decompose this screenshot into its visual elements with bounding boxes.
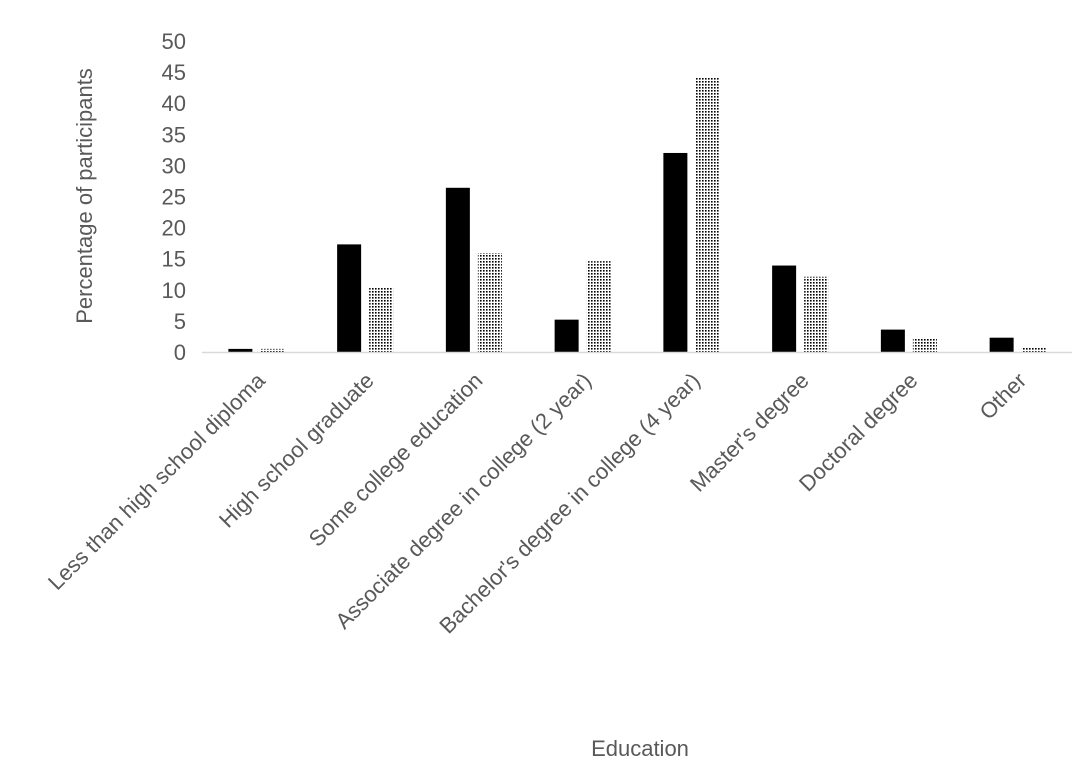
solid-bar — [880, 329, 905, 352]
category-label: Less than high school diploma — [43, 367, 270, 594]
y-axis-tick-labels: 0 5 10 15 20 25 30 35 40 45 50 — [162, 29, 186, 365]
dotted-bar — [369, 287, 394, 352]
solid-bar — [554, 319, 579, 352]
solid-bar — [337, 244, 362, 352]
y-tick-label: 50 — [162, 29, 186, 54]
bars — [228, 77, 1046, 353]
dotted-bar — [477, 253, 502, 352]
x-axis-title: Education — [591, 736, 689, 761]
y-tick-label: 0 — [174, 340, 186, 365]
dotted-bar — [695, 77, 720, 353]
y-tick-label: 25 — [162, 185, 186, 210]
y-tick-label: 35 — [162, 122, 186, 147]
y-tick-label: 10 — [162, 278, 186, 303]
dotted-bar — [912, 338, 937, 352]
category-label: Doctoral degree — [794, 368, 922, 496]
solid-bar — [772, 265, 797, 352]
y-tick-label: 15 — [162, 247, 186, 272]
category-label: Some college education — [304, 368, 488, 552]
solid-bar — [663, 152, 688, 352]
y-tick-label: 45 — [162, 60, 186, 85]
y-tick-label: 20 — [162, 216, 186, 241]
dotted-bar — [586, 261, 611, 352]
solid-bar — [228, 348, 253, 352]
y-tick-label: 40 — [162, 91, 186, 116]
dotted-bar — [1021, 347, 1046, 352]
dotted-bar — [804, 276, 829, 352]
solid-bar — [989, 337, 1014, 352]
y-axis-title: Percentage of participants — [72, 68, 97, 324]
y-tick-label: 5 — [174, 309, 186, 334]
category-label: Other — [975, 368, 1032, 425]
y-tick-label: 30 — [162, 153, 186, 178]
dotted-bar — [260, 348, 285, 352]
solid-bar — [445, 187, 470, 352]
